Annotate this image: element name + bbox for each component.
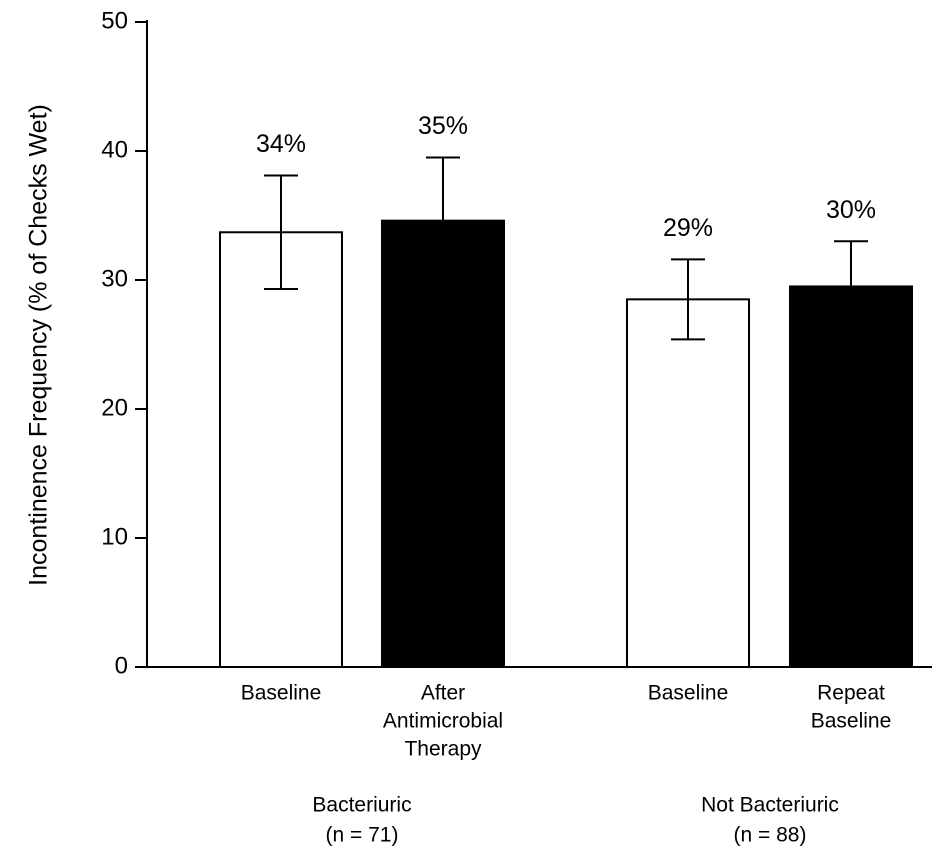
value-label: 29% <box>663 214 713 242</box>
y-tick-label: 30 <box>101 265 128 292</box>
x-tick-label: Baseline <box>811 710 892 733</box>
group-label: Bacteriuric <box>312 794 411 817</box>
y-tick-label: 50 <box>101 7 128 34</box>
y-tick-label: 0 <box>115 652 128 679</box>
group-n: (n = 88) <box>734 824 807 847</box>
bar <box>381 219 505 668</box>
x-tick-label: Therapy <box>404 738 482 761</box>
y-tick-label: 10 <box>101 523 128 550</box>
group-n: (n = 71) <box>326 824 399 847</box>
x-tick-label: After <box>421 682 465 705</box>
bar <box>789 285 913 668</box>
x-tick-label: Repeat <box>817 682 885 705</box>
y-tick-label: 40 <box>101 136 128 163</box>
bar <box>626 298 750 668</box>
value-label: 34% <box>256 130 306 158</box>
y-axis-label: Incontinence Frequency (% of Checks Wet) <box>25 104 53 586</box>
y-tick-label: 20 <box>101 394 128 421</box>
x-tick-label: Antimicrobial <box>383 710 503 733</box>
group-label: Not Bacteriuric <box>701 794 839 817</box>
value-label: 35% <box>418 112 468 140</box>
x-tick-label: Baseline <box>241 682 322 705</box>
x-tick-label: Baseline <box>648 682 729 705</box>
bar <box>219 231 343 669</box>
value-label: 30% <box>826 196 876 224</box>
